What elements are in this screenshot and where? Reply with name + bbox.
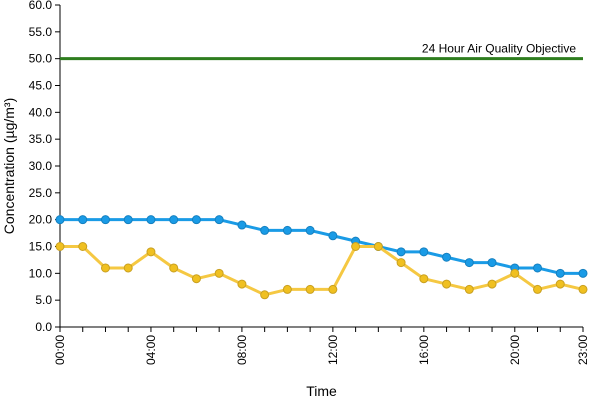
x-tick-label: 16:00 <box>417 335 431 365</box>
y-tick-label: 5.0 <box>35 293 52 307</box>
x-tick-label: 04:00 <box>144 335 158 365</box>
data-point <box>396 258 406 268</box>
data-point <box>396 247 406 257</box>
data-point <box>578 284 588 294</box>
data-point <box>510 268 520 278</box>
data-point <box>146 215 156 225</box>
data-point <box>487 258 497 268</box>
data-point <box>214 268 224 278</box>
data-point <box>55 215 65 225</box>
data-point <box>282 284 292 294</box>
series-line <box>60 245 584 297</box>
x-axis-ticks: 00:00 04:00 08:00 12:00 16:00 20:00 23:00 <box>53 327 590 365</box>
data-point <box>305 225 315 235</box>
y-tick-label: 55.0 <box>29 25 53 39</box>
series-line <box>60 218 583 275</box>
data-point <box>100 263 110 273</box>
data-point <box>191 215 201 225</box>
data-point <box>260 225 270 235</box>
data-point <box>237 220 247 230</box>
y-tick-label: 0.0 <box>35 320 52 334</box>
data-point <box>214 215 224 225</box>
y-axis-ticks: 0.0 5.0 10.0 15.0 20.0 25.0 30.0 35.0 40.0 45.0 50… <box>29 0 60 334</box>
y-tick-label: 50.0 <box>29 52 53 66</box>
data-point <box>555 268 565 278</box>
data-point <box>351 242 361 251</box>
data-point <box>442 279 452 289</box>
data-point <box>191 274 201 284</box>
y-tick-label: 30.0 <box>29 159 53 173</box>
data-point <box>169 215 179 225</box>
x-axis-title: Time <box>306 383 337 399</box>
data-point <box>146 247 156 257</box>
x-tick-label: 00:00 <box>53 335 67 365</box>
series-2 <box>55 242 588 300</box>
data-point <box>419 274 429 284</box>
y-tick-label: 35.0 <box>29 132 53 146</box>
x-tick-label: 08:00 <box>235 335 249 365</box>
data-point <box>442 252 452 262</box>
y-axis-title: Concentration (µg/m³) <box>1 98 17 234</box>
data-point <box>123 215 133 225</box>
y-tick-label: 45.0 <box>29 79 53 93</box>
reference-line-group: 24 Hour Air Quality Objective <box>60 42 583 61</box>
y-tick-label: 60.0 <box>29 0 53 12</box>
x-tick-label: 23:00 <box>576 335 590 365</box>
series-layer <box>55 215 588 300</box>
data-point <box>464 284 474 294</box>
data-point <box>260 290 270 300</box>
data-point <box>282 225 292 235</box>
y-tick-label: 15.0 <box>29 240 53 254</box>
data-point <box>464 258 474 268</box>
data-point <box>169 263 179 273</box>
data-point <box>237 279 247 289</box>
data-point <box>419 247 429 257</box>
data-point <box>555 279 565 289</box>
data-point <box>55 242 65 251</box>
x-tick-label: 12:00 <box>326 335 340 365</box>
series-1 <box>55 215 588 278</box>
data-point <box>533 263 543 273</box>
y-tick-label: 10.0 <box>29 266 53 280</box>
data-point <box>305 284 315 294</box>
data-point <box>578 268 588 278</box>
data-point <box>123 263 133 273</box>
objective-reference-label: 24 Hour Air Quality Objective <box>422 42 576 56</box>
data-point <box>78 215 88 225</box>
data-point <box>373 242 383 251</box>
data-point <box>100 215 110 225</box>
data-point <box>78 242 88 251</box>
data-point <box>533 284 543 294</box>
data-point <box>328 231 338 241</box>
x-tick-label: 20:00 <box>508 335 522 365</box>
y-tick-label: 25.0 <box>29 186 53 200</box>
data-point <box>328 284 338 294</box>
y-tick-label: 20.0 <box>29 213 53 227</box>
data-point <box>487 279 497 289</box>
y-tick-label: 40.0 <box>29 105 53 119</box>
